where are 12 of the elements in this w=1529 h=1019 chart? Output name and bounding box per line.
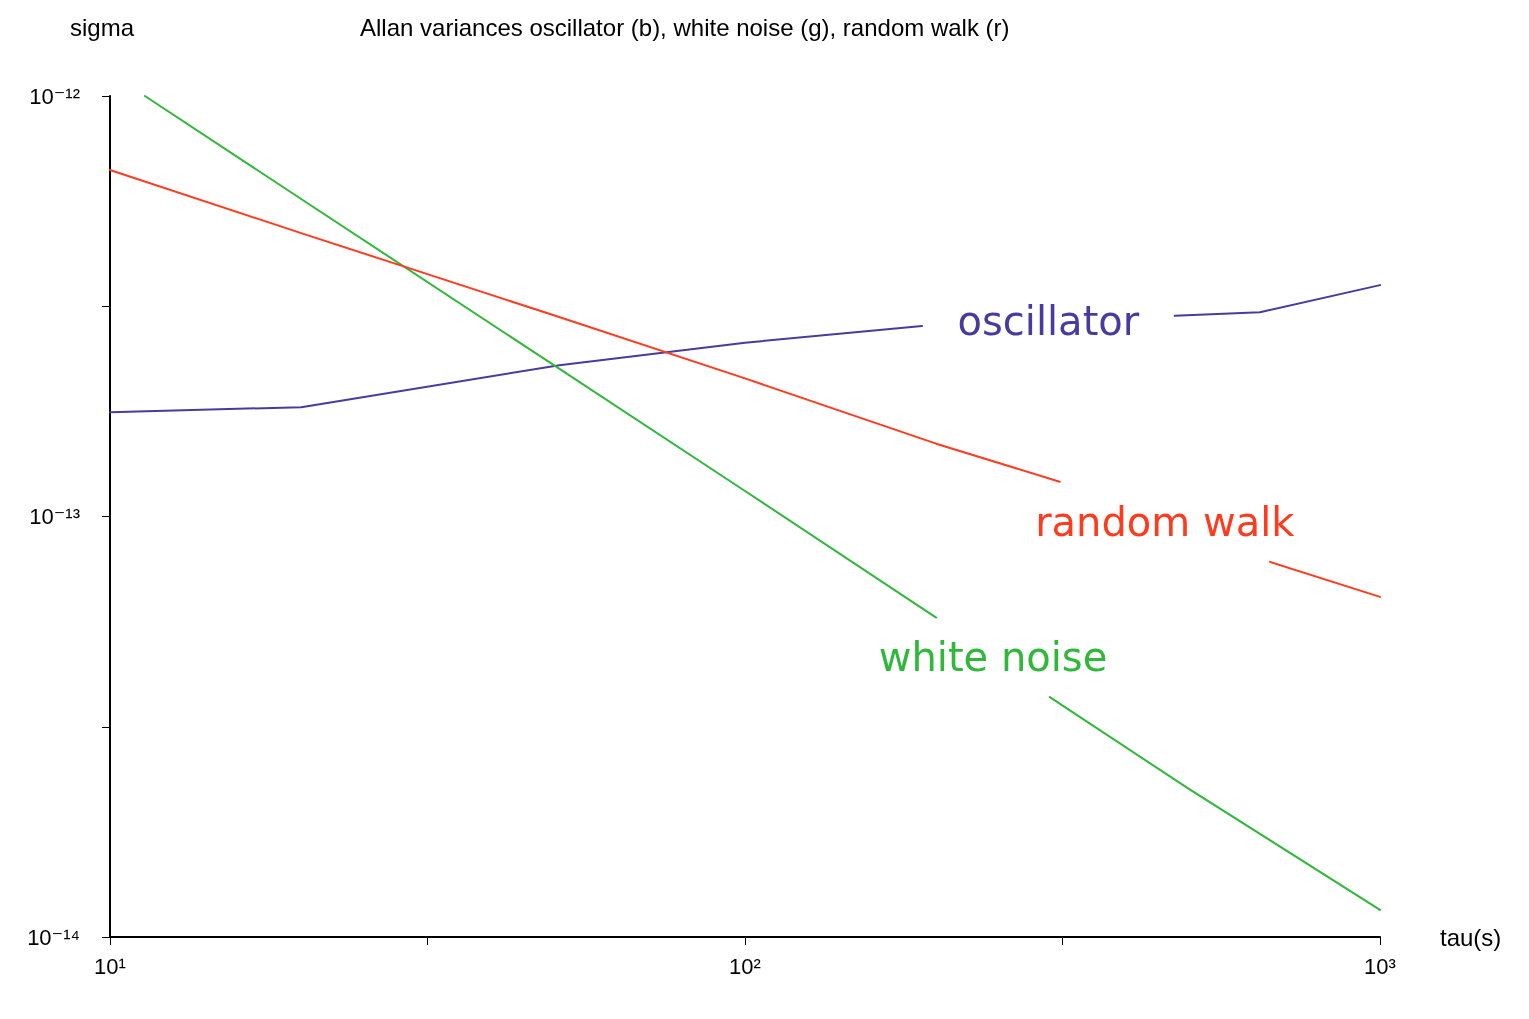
x-tick-label: 10¹ [94, 953, 126, 979]
chart-title: Allan variances oscillator (b), white noise (g), random walk (r) [360, 13, 1010, 41]
series-label: white noise [878, 634, 1108, 681]
y-tick-label: 10⁻¹³ [29, 504, 80, 529]
x-tick-label: 10³ [1364, 953, 1396, 979]
y-axis-title: sigma [70, 13, 135, 41]
y-tick-label: 10⁻¹² [29, 83, 80, 109]
y-tick-label: 10⁻¹⁴ [27, 924, 80, 950]
x-tick-label: 10² [729, 953, 761, 979]
series-label: random walk [1035, 498, 1296, 545]
x-axis-title: tau(s) [1440, 923, 1502, 951]
series-label: oscillator [957, 297, 1140, 344]
